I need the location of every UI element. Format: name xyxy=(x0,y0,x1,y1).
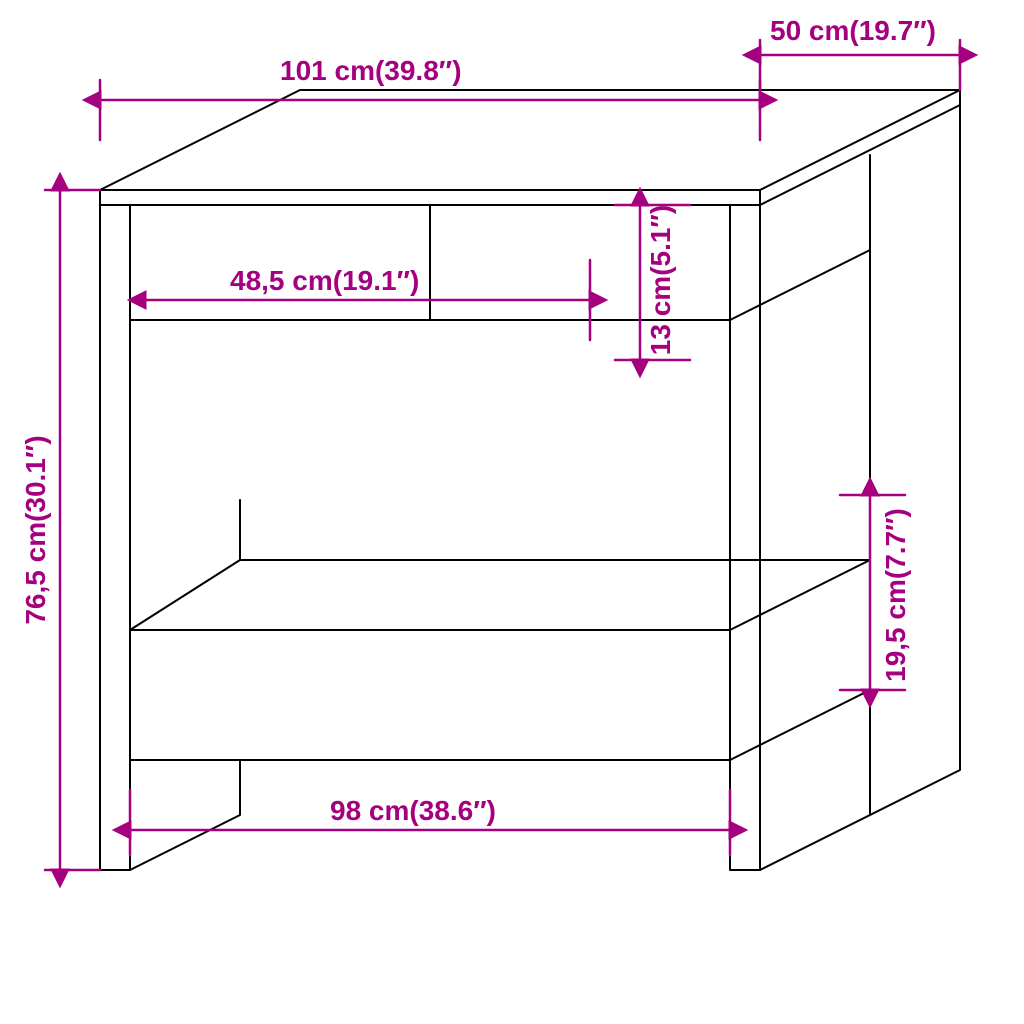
dimension-annotations: 101 cm(39.8″) 50 cm(19.7″) 76,5 cm(30.1″… xyxy=(20,15,960,870)
dim-inner-width: 98 cm(38.6″) xyxy=(330,795,496,826)
dim-width: 101 cm(39.8″) xyxy=(280,55,462,86)
desk-drawing xyxy=(100,90,960,870)
dim-depth: 50 cm(19.7″) xyxy=(770,15,936,46)
dim-height: 76,5 cm(30.1″) xyxy=(20,435,51,624)
dim-panel-height: 19,5 cm(7.7″) xyxy=(880,508,911,682)
dim-drawer-height: 13 cm(5.1″) xyxy=(645,205,676,355)
dim-drawer-width: 48,5 cm(19.1″) xyxy=(230,265,419,296)
